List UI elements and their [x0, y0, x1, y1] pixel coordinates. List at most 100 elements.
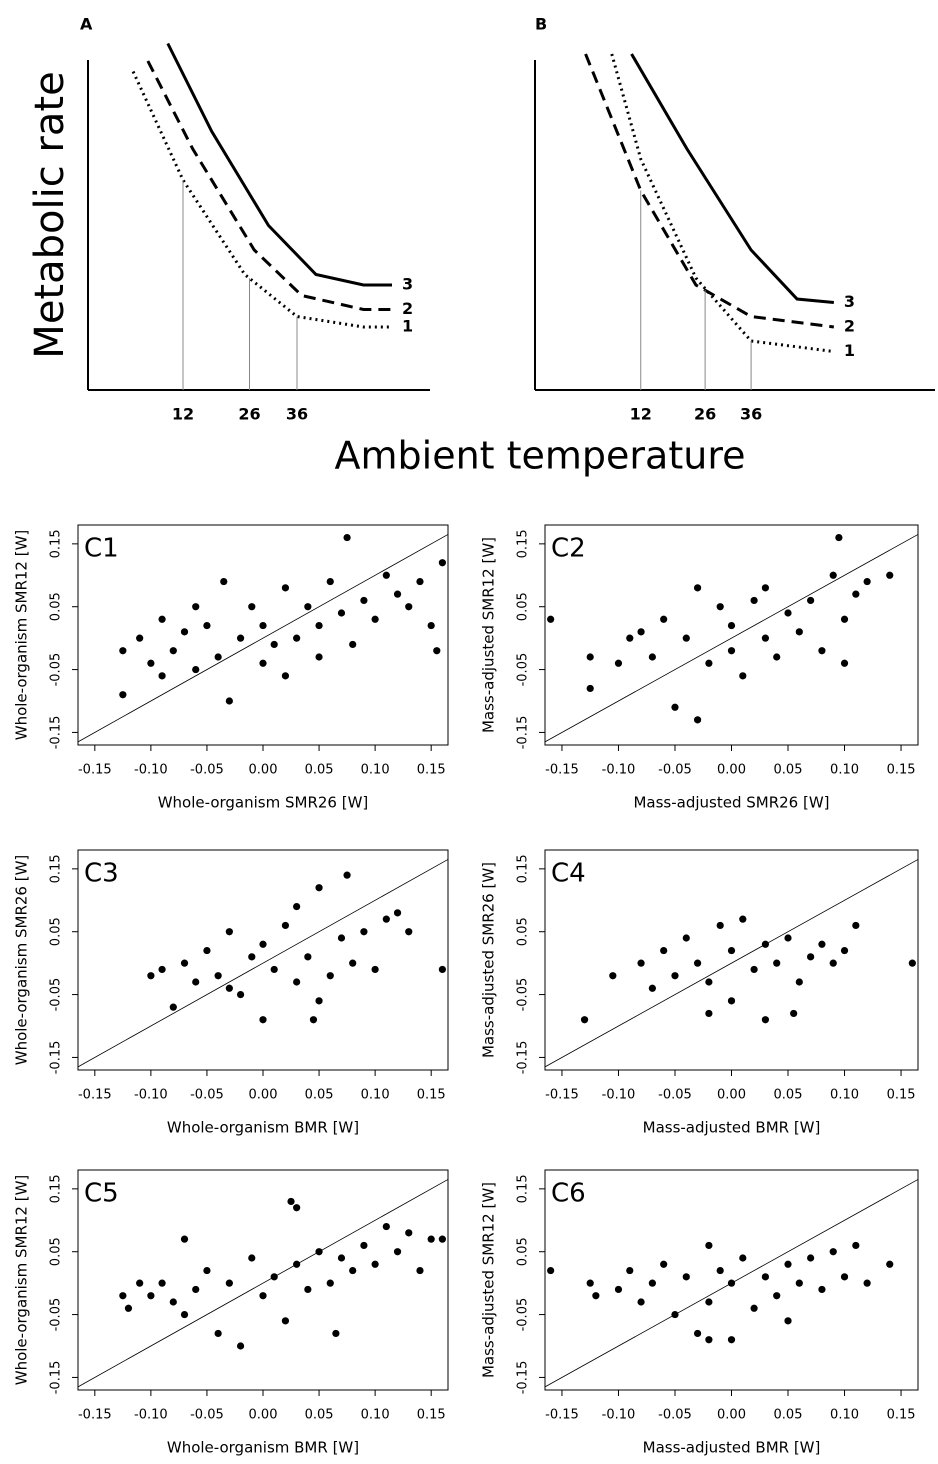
plot-frame [544, 524, 919, 746]
point [637, 1298, 645, 1306]
y-axis-label: Whole-organism SMR12 [W] [13, 1175, 31, 1386]
point [259, 940, 267, 948]
point [773, 1292, 781, 1300]
point [784, 1260, 792, 1268]
x-tick-label: -0.05 [658, 763, 692, 778]
point [739, 915, 747, 923]
x-tick-label: 26 [238, 405, 260, 424]
point [192, 603, 200, 611]
point [773, 959, 781, 967]
point [829, 571, 837, 579]
point [840, 659, 849, 667]
point [705, 1298, 713, 1306]
curve-label: 3 [402, 275, 413, 294]
point [852, 1241, 860, 1250]
panel-title: C3 [84, 859, 119, 889]
point [315, 997, 323, 1005]
x-tick-label: -0.05 [658, 1408, 692, 1423]
point [671, 972, 679, 980]
y-axis-label: Mass-adjusted SMR12 [W] [480, 537, 498, 733]
point [147, 659, 155, 667]
point [660, 946, 668, 955]
x-axis-label: Whole-organism BMR [W] [167, 1439, 359, 1457]
panel-title: C6 [551, 1179, 586, 1209]
point [343, 533, 351, 542]
point [727, 997, 736, 1005]
point [119, 691, 127, 699]
point [287, 1197, 295, 1206]
y-tick-label: -0.15 [49, 716, 64, 750]
point [716, 921, 724, 930]
point [761, 1016, 770, 1024]
point [220, 577, 228, 586]
x-tick-label: 12 [630, 405, 652, 424]
point [829, 959, 837, 967]
curve [610, 53, 835, 353]
x-tick-label: 0.10 [830, 1408, 859, 1423]
figure-y-label: Metabolic rate [27, 71, 73, 358]
y-tick-label: 0.15 [49, 1174, 64, 1203]
point [586, 684, 594, 693]
point [750, 596, 758, 605]
point [332, 1329, 340, 1338]
point [371, 965, 379, 974]
point [169, 1003, 177, 1011]
y-tick-label: -0.15 [49, 1041, 64, 1075]
point [795, 1279, 803, 1287]
identity-line [544, 859, 919, 1068]
x-tick-label: 0.05 [305, 1408, 334, 1423]
identity-line [544, 534, 919, 743]
point [203, 946, 211, 955]
x-axis-label: Whole-organism SMR26 [W] [158, 794, 369, 812]
point [349, 640, 357, 649]
point [192, 978, 200, 986]
point [136, 634, 144, 642]
x-tick-label: 0.10 [361, 1088, 390, 1103]
point [427, 621, 435, 630]
point [660, 1260, 668, 1268]
point [304, 1285, 312, 1294]
point [309, 1016, 318, 1024]
x-tick-label: -0.05 [190, 763, 224, 778]
y-axis-label: Mass-adjusted SMR26 [W] [480, 862, 498, 1058]
point [192, 1285, 200, 1294]
x-tick-label: 0.15 [887, 1088, 916, 1103]
point [727, 647, 736, 655]
plot-frame [544, 849, 919, 1071]
x-tick-label: -0.10 [602, 1088, 636, 1103]
curve [131, 70, 392, 329]
curve [146, 60, 392, 311]
point [158, 965, 166, 974]
y-tick-label: 0.15 [49, 529, 64, 558]
y-tick-label: 0.05 [516, 592, 531, 621]
point [225, 1279, 233, 1287]
y-tick-label: 0.05 [49, 592, 64, 621]
point [360, 1241, 368, 1250]
x-tick-label: 26 [694, 405, 716, 424]
x-tick-label: -0.05 [190, 1088, 224, 1103]
point [784, 609, 792, 617]
point [840, 946, 849, 955]
point [281, 584, 290, 592]
point [829, 1248, 837, 1256]
identity-line [77, 859, 449, 1068]
point [119, 1292, 127, 1300]
x-axis-label: Mass-adjusted BMR [W] [643, 1439, 821, 1457]
point [293, 978, 301, 986]
x-tick-label: 0.00 [249, 1408, 278, 1423]
point [124, 1304, 133, 1312]
point [609, 972, 617, 980]
point [225, 928, 233, 936]
x-tick-label: 0.00 [717, 763, 746, 778]
point [863, 577, 871, 586]
point [248, 1254, 256, 1262]
y-tick-label: 0.15 [516, 1174, 531, 1203]
panel-title: A [80, 15, 93, 34]
point [784, 934, 792, 942]
point [682, 934, 690, 942]
x-tick-label: -0.15 [78, 1408, 112, 1423]
point [761, 1273, 770, 1281]
point [671, 1310, 679, 1319]
point [259, 621, 267, 630]
point [727, 1336, 736, 1344]
